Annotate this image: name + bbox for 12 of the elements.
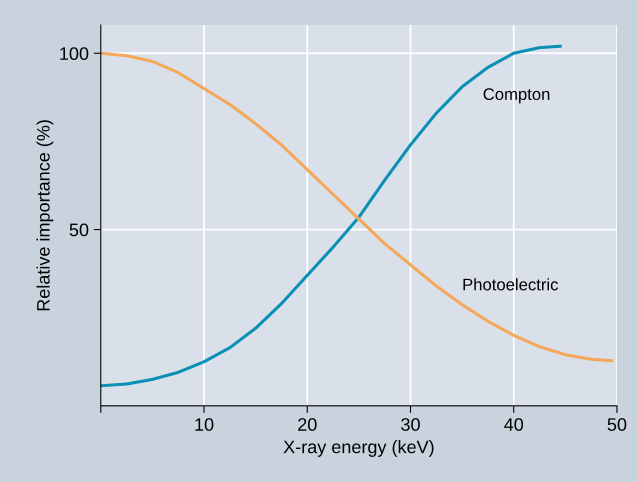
x-tick-label: 30 <box>401 418 420 431</box>
x-tick-label: 40 <box>504 418 524 431</box>
x-tick-label: 50 <box>608 418 626 431</box>
y-axis-title: Relative importance (%) <box>36 120 54 310</box>
series-label: Photoelectric <box>463 278 558 290</box>
line-series <box>100 44 562 388</box>
x-axis-title: X-ray energy (keV) <box>284 440 434 457</box>
series-label: Compton <box>484 88 550 104</box>
y-tick-label: 100 <box>60 47 88 60</box>
x-tick-label: 10 <box>195 418 214 431</box>
x-tick-label: 20 <box>298 418 317 431</box>
line-series <box>100 52 614 362</box>
